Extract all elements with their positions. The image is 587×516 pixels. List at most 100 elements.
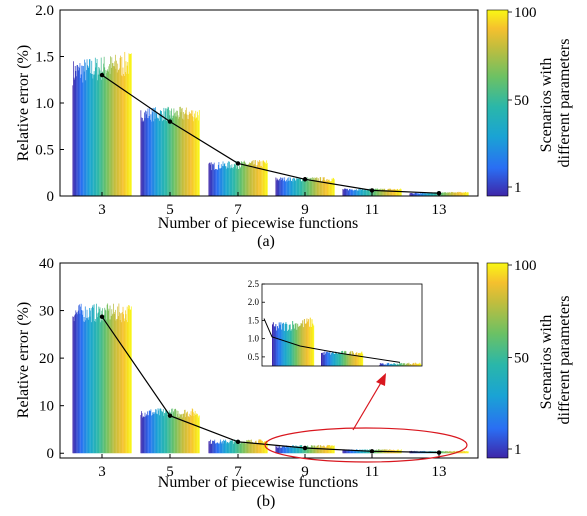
panel-b-bar bbox=[343, 450, 344, 454]
panel-a-bar bbox=[315, 177, 316, 196]
panel-a-bar bbox=[317, 178, 319, 196]
panel-b-bar bbox=[92, 305, 94, 454]
panel-a-bar bbox=[299, 178, 301, 196]
panel-a-bar bbox=[295, 180, 297, 196]
panel-b-bar bbox=[151, 414, 153, 454]
panel-b-bar bbox=[112, 314, 113, 454]
panel-a-bar bbox=[309, 179, 310, 196]
panel-a-bar bbox=[301, 181, 303, 196]
panel-b-bar bbox=[141, 411, 142, 454]
panel-a-bar bbox=[147, 108, 149, 196]
panel-a-bar bbox=[415, 192, 417, 196]
panel-b-bar bbox=[286, 446, 288, 454]
panel-a-bar bbox=[326, 178, 328, 196]
panel-b-bar bbox=[220, 439, 222, 454]
panel-b-bar bbox=[130, 309, 132, 454]
panel-b-inset-bar bbox=[352, 351, 354, 366]
panel-b-inset-bar bbox=[283, 330, 285, 366]
panel-a-bar bbox=[228, 168, 230, 196]
panel-b-colorbar-tick-label: 50 bbox=[514, 351, 529, 367]
panel-a-bar bbox=[86, 59, 88, 197]
panel-b-bar bbox=[113, 313, 115, 454]
panel-a-bar bbox=[193, 117, 195, 196]
panel-a-bar bbox=[328, 179, 330, 196]
panel-b-inset-bar bbox=[308, 326, 310, 366]
panel-b-inset-bar bbox=[274, 326, 276, 366]
panel-a-bar bbox=[465, 191, 467, 196]
panel-b-inset-bar bbox=[397, 364, 399, 366]
panel-a-bar bbox=[187, 118, 188, 196]
panel-a-bar bbox=[310, 178, 312, 196]
panel-b-bar bbox=[281, 447, 283, 454]
panel-a-bar bbox=[319, 181, 320, 196]
panel-b-bar bbox=[321, 447, 323, 454]
panel-b-bar bbox=[355, 449, 357, 454]
panel-a-bar bbox=[159, 110, 161, 196]
panel-b-inset-bar bbox=[393, 363, 395, 366]
panel-a-bar bbox=[265, 163, 267, 196]
panel-a-bar bbox=[124, 51, 126, 197]
panel-b-inset-bar bbox=[303, 319, 305, 366]
panel-a-bar bbox=[210, 162, 212, 196]
panel-b-bar bbox=[80, 303, 82, 454]
panel-a-bar bbox=[208, 163, 210, 196]
panel-b-inset-bar bbox=[406, 363, 408, 366]
panel-b-bar bbox=[119, 320, 121, 454]
panel-a-bar bbox=[396, 189, 398, 196]
panel-a-bar bbox=[253, 164, 255, 196]
panel-b-bar bbox=[104, 307, 106, 454]
panel-b-bar bbox=[188, 416, 190, 454]
panel-a-bar bbox=[87, 65, 88, 196]
panel-a-bar bbox=[223, 166, 224, 196]
panel-b-bar bbox=[242, 442, 243, 454]
panel-b-bar bbox=[161, 412, 163, 454]
panel-b-bar bbox=[263, 441, 265, 454]
panel-a-bar bbox=[73, 77, 75, 196]
panel-a-bar bbox=[462, 192, 463, 196]
panel-b-bar bbox=[111, 309, 113, 454]
panel-a-y-tick-label: 0.5 bbox=[35, 143, 54, 159]
panel-a-bar bbox=[304, 180, 306, 196]
panel-b-bar bbox=[175, 408, 177, 454]
panel-a-bar bbox=[155, 107, 156, 196]
panel-b-y-tick-label: 40 bbox=[39, 256, 54, 272]
panel-b-bar bbox=[350, 449, 352, 454]
panel-a-bar bbox=[359, 190, 361, 196]
panel-b-inset-bar bbox=[284, 323, 286, 366]
panel-b-bar bbox=[356, 449, 358, 454]
panel-b-inset-bar bbox=[285, 322, 287, 366]
panel-a-bar bbox=[432, 193, 434, 196]
panel-b-bar bbox=[151, 415, 152, 454]
panel-a-bar bbox=[98, 67, 100, 196]
panel-a-bar bbox=[454, 192, 456, 196]
panel-b-bar bbox=[352, 449, 354, 454]
panel-b-label: (b) bbox=[257, 493, 276, 510]
panel-b-inset-bar bbox=[410, 364, 412, 366]
panel-a-bar bbox=[412, 193, 414, 196]
panel-b-bar bbox=[102, 308, 103, 454]
panel-b-bar bbox=[110, 319, 111, 454]
panel-a-bar bbox=[129, 54, 130, 197]
panel-b-x-tick-label: 5 bbox=[166, 464, 174, 480]
panel-b-inset-bar bbox=[288, 324, 290, 366]
panel-a-bar bbox=[357, 190, 359, 196]
panel-b-bar bbox=[447, 451, 448, 454]
panel-b-bar bbox=[147, 415, 149, 454]
panel-b-inset-bar bbox=[282, 323, 284, 366]
panel-b-bar bbox=[288, 446, 290, 454]
panel-b-inset-y-tick-label: 2.5 bbox=[248, 279, 260, 289]
panel-a-bar bbox=[312, 179, 314, 196]
panel-b-bar bbox=[98, 306, 100, 454]
panel-b-bar bbox=[301, 445, 303, 454]
panel-a-bar bbox=[145, 114, 147, 196]
panel-a-bar bbox=[291, 181, 293, 196]
panel-a-bar bbox=[464, 191, 466, 196]
panel-b-inset-bar bbox=[326, 351, 328, 366]
panel-a-bar bbox=[284, 181, 286, 196]
panel-a-bar bbox=[175, 112, 177, 196]
panel-a-bar bbox=[193, 121, 194, 196]
panel-a-bar bbox=[467, 192, 469, 196]
panel-a-bars bbox=[72, 51, 469, 197]
panel-b-inset-y-tick-label: 0.5 bbox=[248, 352, 260, 362]
panel-b-bar bbox=[312, 445, 313, 454]
